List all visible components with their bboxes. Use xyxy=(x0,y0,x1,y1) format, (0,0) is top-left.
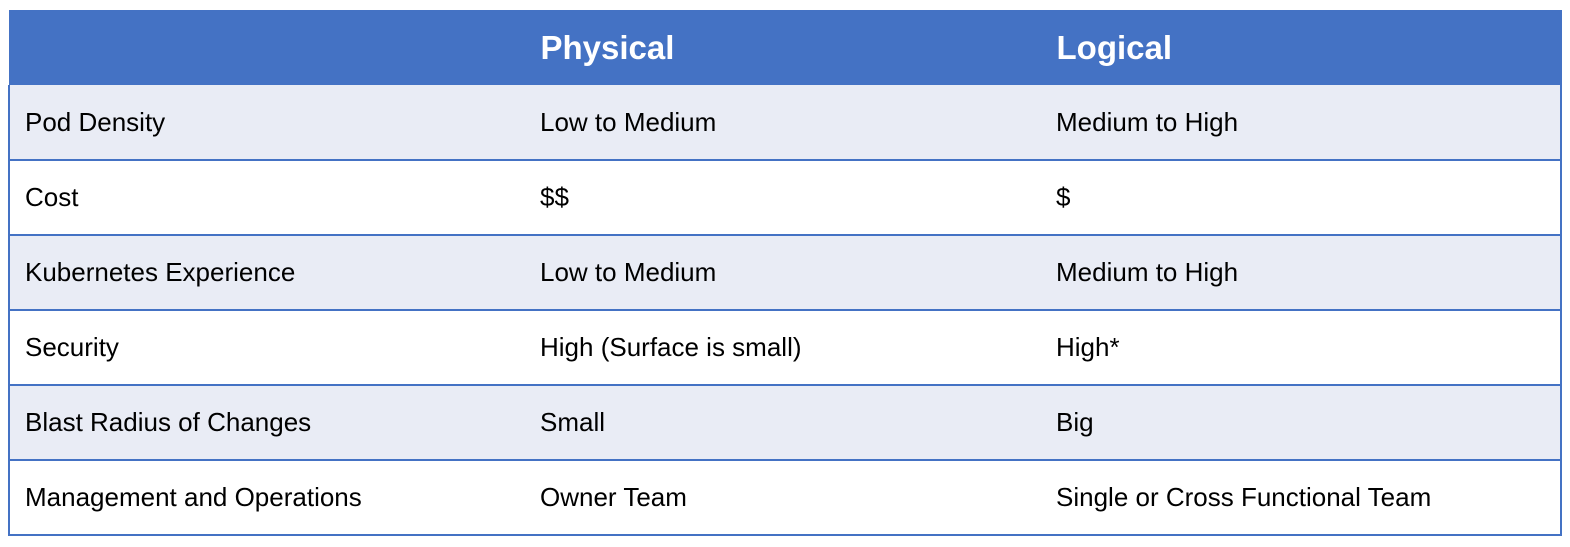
logical-value: Medium to High xyxy=(1041,85,1562,161)
header-cell-logical: Logical xyxy=(1040,10,1562,85)
row-label: Kubernetes Experience xyxy=(8,235,525,311)
comparison-table: Physical Logical Pod Density Low to Medi… xyxy=(8,10,1562,536)
row-label: Cost xyxy=(8,160,525,236)
physical-value: Low to Medium xyxy=(525,85,1041,161)
table-row: Kubernetes Experience Low to Medium Medi… xyxy=(8,235,1562,311)
logical-value: High* xyxy=(1041,310,1562,386)
table-row: Security High (Surface is small) High* xyxy=(8,310,1562,386)
physical-value: $$ xyxy=(525,160,1041,236)
logical-value: Single or Cross Functional Team xyxy=(1041,460,1562,536)
row-label: Blast Radius of Changes xyxy=(8,385,525,461)
physical-value: Owner Team xyxy=(525,460,1041,536)
table-row: Cost $$ $ xyxy=(8,160,1562,236)
row-label: Pod Density xyxy=(8,85,525,161)
physical-value: Low to Medium xyxy=(525,235,1041,311)
table-row: Pod Density Low to Medium Medium to High xyxy=(8,85,1562,161)
table-row: Blast Radius of Changes Small Big xyxy=(8,385,1562,461)
logical-value: Big xyxy=(1041,385,1562,461)
physical-value: Small xyxy=(525,385,1041,461)
row-label: Management and Operations xyxy=(8,460,525,536)
logical-value: Medium to High xyxy=(1041,235,1562,311)
header-cell-physical: Physical xyxy=(524,10,1042,85)
table-row: Management and Operations Owner Team Sin… xyxy=(8,460,1562,536)
logical-value: $ xyxy=(1041,160,1562,236)
row-label: Security xyxy=(8,310,525,386)
physical-value: High (Surface is small) xyxy=(525,310,1041,386)
header-cell-empty xyxy=(8,10,526,85)
header-row: Physical Logical xyxy=(8,10,1562,85)
